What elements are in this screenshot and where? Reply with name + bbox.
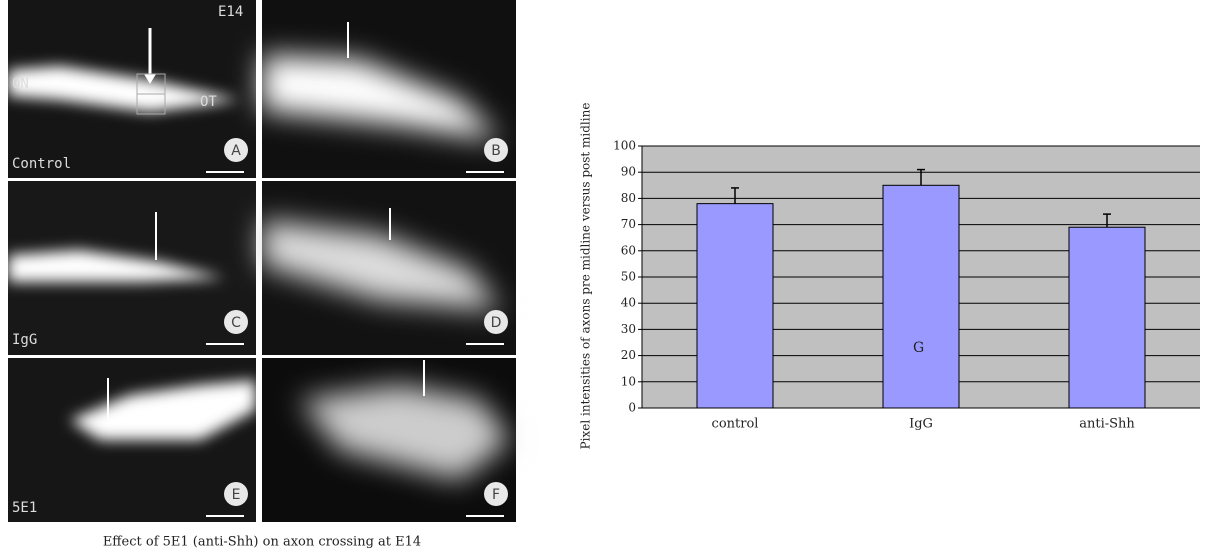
x-tick-label: IgG [909,417,933,432]
panel-letter: E [232,487,241,503]
condition-label: IgG [12,332,37,348]
figure: E14 ON OT Control IgG 5E1 A B C D E F Effect … [0,0,1216,556]
x-tick-label: anti-Shh [1079,417,1135,432]
micrographs: E14 ON OT Control IgG 5E1 A B C D E F [8,0,516,522]
y-tick-label: 100 [613,139,636,153]
y-tick-label: 50 [621,270,636,284]
stage-label: E14 [218,4,243,20]
panel-letter: F [492,487,500,503]
ot-label: OT [200,94,217,110]
on-label: ON [12,76,29,92]
annotation: G [913,340,924,356]
panel-letter: D [491,315,502,331]
y-tick-label: 20 [621,348,636,362]
bar-chart: Pixel intensities of axons pre midline v… [579,103,1201,450]
y-tick-label: 60 [621,243,636,257]
bar [697,204,773,408]
condition-label: Control [12,156,71,172]
y-tick-label: 40 [621,296,636,310]
y-tick-label: 0 [628,401,636,415]
condition-label: 5E1 [12,500,37,516]
y-tick-label: 30 [621,322,636,336]
bar [1069,227,1145,408]
panel-letter: C [231,315,241,331]
y-tick-label: 80 [621,191,636,205]
caption: Effect of 5E1 (anti-Shh) on axon crossin… [103,535,421,550]
y-tick-label: 70 [621,217,636,231]
bar [883,185,959,408]
y-axis-label: Pixel intensities of axons pre midline v… [579,103,593,450]
y-tick-label: 90 [621,165,636,179]
y-tick-label: 10 [621,374,636,388]
panel-letter: B [491,143,501,159]
x-tick-label: control [712,417,759,432]
panel-letter: A [231,143,241,159]
